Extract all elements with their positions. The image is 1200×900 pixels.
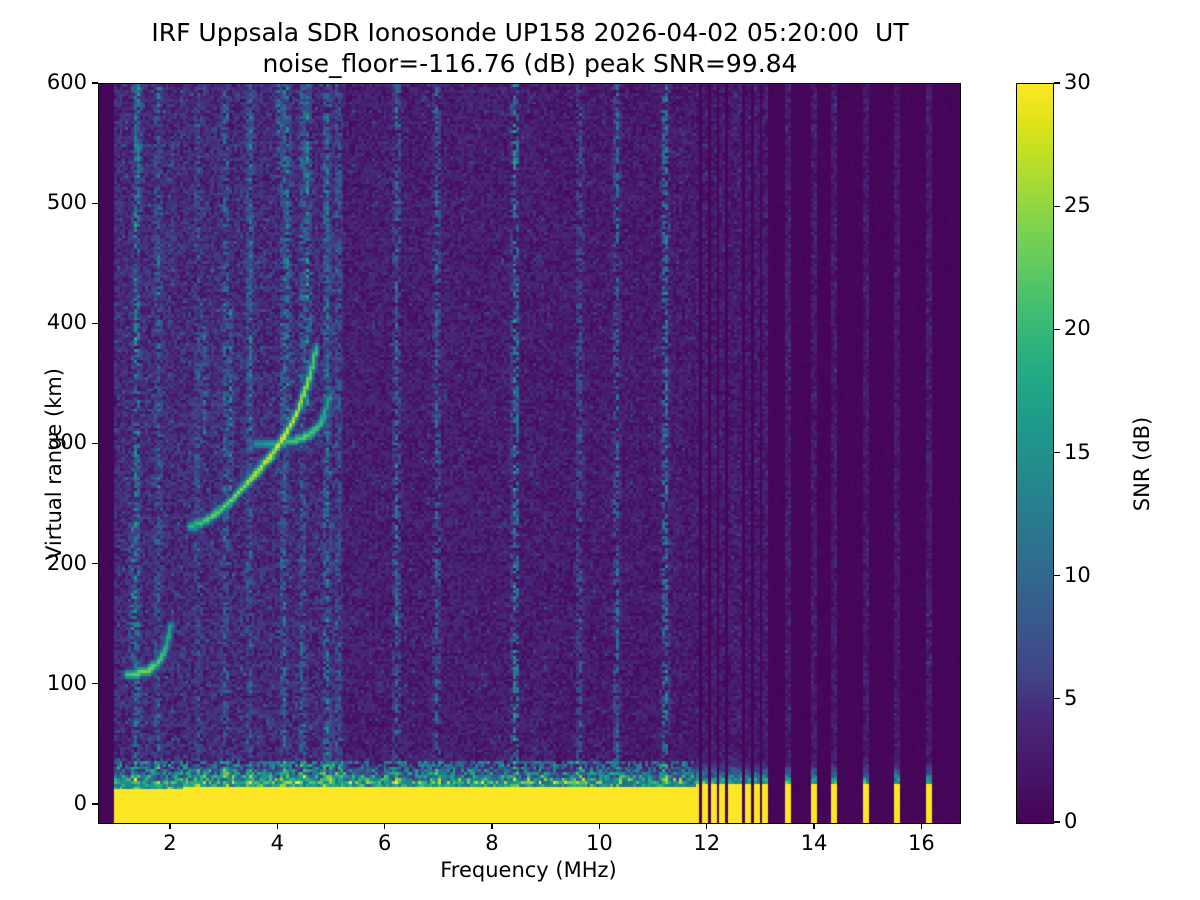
y-tick-label: 100 [46, 670, 87, 695]
y-tick-mark [92, 683, 98, 685]
y-axis-label: Virtual range (km) [42, 367, 66, 561]
figure-title: IRF Uppsala SDR Ionosonde UP158 2026-04-… [0, 18, 1060, 79]
x-tick-label: 8 [485, 831, 499, 855]
y-tick-mark [92, 322, 98, 324]
x-tick-label: 10 [585, 831, 613, 855]
y-tick-label: 500 [46, 190, 87, 215]
colorbar-tick-mark [1054, 451, 1060, 454]
colorbar-gradient [1017, 84, 1053, 823]
x-tick-label: 16 [908, 831, 935, 855]
colorbar-label: SNR (dB) [1130, 416, 1154, 512]
x-tick-label: 12 [693, 831, 721, 855]
x-tick-mark [169, 823, 171, 829]
x-tick-mark [491, 823, 493, 829]
x-tick-mark [276, 823, 278, 829]
colorbar-tick-label: 20 [1064, 316, 1091, 341]
x-tick-mark [706, 823, 708, 829]
x-tick-mark [598, 823, 600, 829]
y-tick-mark [92, 803, 98, 805]
y-tick-mark [92, 82, 98, 84]
x-axis-label: Frequency (MHz) [440, 858, 617, 882]
y-tick-label: 0 [73, 790, 87, 815]
y-tick-label: 600 [46, 70, 87, 94]
colorbar-tick-label: 15 [1064, 439, 1091, 464]
colorbar-tick-mark [1054, 328, 1060, 330]
ionogram-heatmap[interactable] [99, 84, 960, 823]
x-tick-label: 4 [270, 831, 284, 855]
y-tick-label: 300 [46, 430, 87, 455]
colorbar-tick-label: 25 [1064, 193, 1091, 218]
x-tick-label: 14 [800, 831, 828, 855]
x-tick-mark [813, 823, 815, 829]
title-line-primary: IRF Uppsala SDR Ionosonde UP158 2026-04-… [151, 18, 909, 47]
colorbar-tick-mark [1054, 82, 1060, 84]
colorbar-tick-mark [1054, 575, 1060, 577]
y-tick-label: 400 [46, 310, 87, 335]
x-tick-label: 6 [377, 831, 392, 855]
colorbar-tick-mark [1054, 205, 1060, 207]
x-tick-mark [920, 823, 923, 829]
y-tick-mark [92, 442, 98, 445]
y-tick-label: 200 [46, 550, 87, 575]
x-tick-label: 2 [163, 831, 177, 855]
colorbar-tick-mark [1054, 821, 1060, 823]
y-tick-mark [92, 202, 98, 204]
title-line-secondary: noise_floor=-116.76 (dB) peak SNR=99.84 [262, 48, 798, 78]
colorbar[interactable] [1016, 83, 1054, 824]
colorbar-tick-label: 10 [1064, 562, 1091, 587]
colorbar-tick-label: 0 [1064, 809, 1078, 833]
colorbar-tick-label: 5 [1064, 685, 1078, 710]
x-tick-mark [383, 823, 386, 829]
ionogram-plot-area[interactable] [98, 83, 961, 824]
colorbar-tick-label: 30 [1064, 70, 1091, 94]
y-tick-mark [92, 563, 98, 565]
colorbar-tick-mark [1054, 698, 1060, 700]
